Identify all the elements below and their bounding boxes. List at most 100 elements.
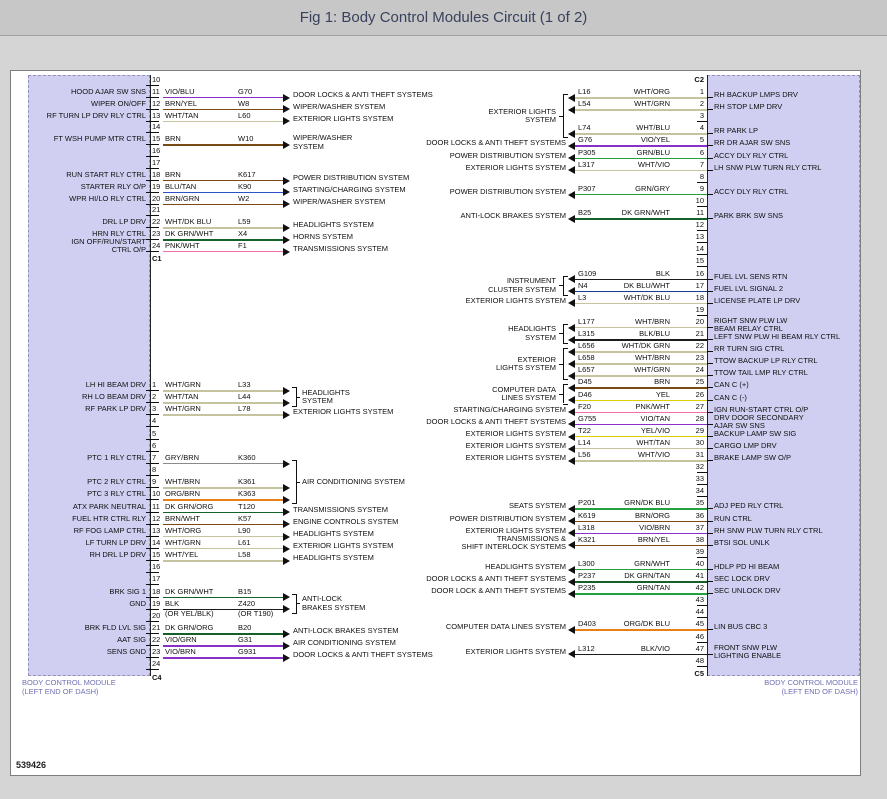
pin-number: 10 [695,195,704,205]
pin-number: 2 [152,392,157,402]
destination-system: SYSTEM [302,396,333,406]
arrow-left-icon [568,626,575,635]
line [163,608,283,611]
bcm-pin-function: RF PARK LP DRV [85,404,146,414]
line [146,85,159,86]
wire-color: GRN/BLU [636,147,670,157]
connector-label: C2 [694,75,704,84]
bcm-pin-function: RH LO BEAM DRV [81,392,146,402]
line [146,144,159,146]
source-system: EXTERIOR LIGHTS SYSTEM [465,162,566,172]
wire-code: T120 [238,501,256,511]
line [707,520,713,522]
pin-number: 16 [695,268,704,278]
wire-code: L300 [578,558,595,568]
wire-color: GRN/DK BLU [624,498,670,508]
pin-number: 19 [695,304,704,314]
line [707,218,713,219]
source-system: EXTERIOR LIGHTS SYSTEM [465,453,566,462]
bcm-pin-function: RF FOG LAMP CTRL [73,525,146,535]
pin-number: 13 [152,110,161,120]
line [146,438,159,440]
connector-label: C5 [694,668,704,678]
arrow-left-icon [568,299,575,308]
arrow-right-icon [283,93,290,102]
wire-color: BLK [655,268,670,278]
line [292,387,297,388]
line [575,109,707,111]
wire-code: G31 [238,635,253,645]
pin-number: 25 [695,377,704,387]
source-system: EXTERIOR LIGHTS SYSTEM [465,525,566,535]
bcm-pin-function: RR PARK LP [714,126,759,136]
bcm-pin-function: RR TURN SIG CTRL [714,344,785,354]
pin-number: 30 [695,437,704,447]
wire-code: K90 [238,181,252,191]
line [575,218,707,220]
wire-color: DK GRN/TAN [624,571,670,580]
pin-number: 14 [152,537,161,547]
line [146,487,159,489]
bcm-pin-function: LH HI BEAM DRV [85,380,146,389]
pin-number: 20 [695,316,704,326]
line [575,326,707,329]
arrow-left-icon [568,287,575,296]
pin-number: 24 [695,365,704,375]
right-module-location: (LEFT END OF DASH) [781,687,858,696]
wire-code: L58 [238,550,251,560]
destination-system: ANTI-LOCK BRAKES SYSTEM [293,626,399,635]
wire-code: D403 [578,619,596,629]
wire-code: K363 [238,489,256,499]
bcm-pin-function: BTSI SOL UNLK [714,537,770,547]
line [563,275,568,277]
wire-code: K617 [238,169,256,179]
wire-code: W10 [238,134,254,144]
line [146,669,159,671]
line [163,523,283,526]
wire-color: WHT/DK BLU [623,292,670,302]
pin-number: 12 [152,513,161,523]
pin-number: 5 [152,428,157,438]
line [707,290,713,292]
arrow-left-icon [568,166,575,175]
pin-number: 28 [695,413,704,423]
line [707,435,713,437]
wire-code: L56 [578,450,591,459]
bcm-pin-function: BRK SIG 1 [109,586,146,596]
line [563,94,568,95]
line [163,191,283,194]
wire-code: K360 [238,452,256,462]
source-system: SYSTEM [525,115,556,125]
line [146,450,159,452]
wire-color: WHT/ORG [633,87,670,96]
wire-color: GRN/GRY [635,183,670,193]
bcm-pin-function: RR DR AJAR SW SNS [714,138,791,148]
wire-color: GRN/WHT [634,558,670,568]
source-system: COMPUTER DATA LINES SYSTEM [445,622,566,632]
bcm-pin-function: CAN C (-) [714,392,747,402]
pin-number: 29 [695,425,704,435]
line [296,593,297,613]
line [146,596,159,598]
line [575,351,707,353]
bcm-pin-function: SEC UNLOCK DRV [714,586,781,596]
bcm-pin-function: WPR HI/LO RLY CTRL [69,193,146,203]
line [163,390,283,392]
line [575,399,707,401]
bcm-pin-function: TTOW BACKUP LP RLY CTRL [714,356,818,366]
line [575,435,707,438]
arrow-right-icon [283,544,290,553]
wire-code: L315 [578,329,595,338]
source-system: DOOR LOCKS & ANTI THEFT SYSTEMS [426,138,566,148]
bcm-pin-function: LF TURN LP DRV [85,537,146,547]
line [697,496,707,498]
line [146,657,159,659]
line [146,535,159,537]
arrow-right-icon [283,629,290,638]
wire-color: BRN/WHT [165,513,200,523]
bcm-pin-function: BRK FLD LVL SIG [84,623,146,632]
arrow-right-icon [283,176,290,185]
bcm-pin-function: ADJ PED RLY CTRL [714,501,784,511]
wire-code: N4 [578,280,588,290]
pin-number: 9 [699,183,704,193]
